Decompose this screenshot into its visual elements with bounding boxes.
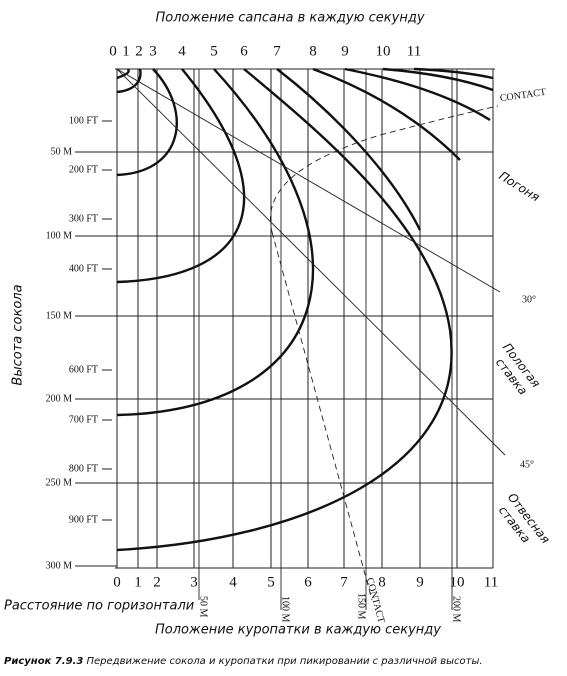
pursuit-line bbox=[276, 68, 422, 231]
ft-label: 600 FT bbox=[69, 364, 98, 375]
top-label: 6 bbox=[240, 43, 248, 59]
curve bbox=[116, 68, 246, 284]
x-label: 10 bbox=[450, 574, 465, 590]
top-label: 9 bbox=[341, 43, 349, 59]
grid bbox=[75, 68, 495, 610]
pursuit-label: Погоня bbox=[497, 169, 543, 205]
pursuit-line bbox=[312, 67, 461, 161]
ft-label: 900 FT bbox=[69, 514, 98, 525]
m-label: 250 M bbox=[46, 477, 73, 488]
x-label: 9 bbox=[416, 574, 424, 590]
line-30 bbox=[116, 68, 501, 293]
pursuit-line bbox=[382, 67, 494, 92]
v-m-label: 100 M bbox=[280, 596, 291, 623]
x-label: 5 bbox=[267, 574, 275, 590]
top-label: 8 bbox=[309, 43, 317, 59]
top-label: 11 bbox=[407, 43, 421, 59]
ft-label: 700 FT bbox=[69, 414, 98, 425]
x-label: 11 bbox=[484, 574, 498, 590]
m-label: 50 M bbox=[51, 146, 73, 157]
curve bbox=[116, 68, 178, 177]
x-axis-title: Расстояние по горизонтали bbox=[4, 599, 194, 614]
top-labels: 0 1 2 3 4 5 6 7 8 9 10 11 bbox=[109, 43, 421, 59]
caption: Рисунок 7.9.3 Передвижение сокола и куро… bbox=[4, 656, 483, 667]
vertical-m-labels: 50 M 100 M 150 M 200 M bbox=[198, 593, 462, 623]
top-label: 1 bbox=[122, 43, 130, 59]
x-label: 1 bbox=[134, 574, 142, 590]
annotations: CONTACT CONTACT Погоня Пологая ставка От… bbox=[364, 87, 553, 624]
m-label: 150 M bbox=[46, 310, 73, 321]
contact-label: CONTACT bbox=[499, 87, 547, 104]
m-labels: 50 M 100 M 150 M 200 M 250 M 300 M bbox=[46, 146, 73, 571]
v-m-label: 50 M bbox=[198, 596, 209, 618]
caption-text: Передвижение сокола и куропатки при пики… bbox=[87, 656, 483, 667]
top-label: 3 bbox=[149, 43, 157, 59]
curve bbox=[116, 68, 142, 94]
v-m-label: 150 M bbox=[356, 593, 367, 620]
x-label: 8 bbox=[378, 574, 386, 590]
pursuit-line bbox=[344, 67, 491, 122]
top-title: Положение сапсана в каждую секунду bbox=[155, 11, 424, 26]
line-45 bbox=[116, 68, 506, 456]
v-m-label: 200 M bbox=[451, 596, 462, 623]
contact-curve bbox=[270, 105, 499, 233]
bottom-title: Положение куропатки в каждую секунду bbox=[155, 623, 441, 638]
top-label: 0 bbox=[109, 43, 117, 59]
x-label: 0 bbox=[113, 574, 121, 590]
curve bbox=[116, 68, 453, 552]
ft-label: 300 FT bbox=[69, 213, 98, 224]
top-label: 5 bbox=[210, 43, 218, 59]
m-label: 200 M bbox=[46, 393, 73, 404]
y-axis-title: Высота сокола bbox=[11, 284, 26, 385]
angle-label: 30° bbox=[522, 294, 536, 305]
ft-label: 100 FT bbox=[69, 115, 98, 126]
top-label: 10 bbox=[376, 43, 391, 59]
x-label: 2 bbox=[153, 574, 161, 590]
top-label: 2 bbox=[135, 43, 143, 59]
top-label: 7 bbox=[273, 43, 281, 59]
caption-label: Рисунок 7.9.3 bbox=[4, 656, 83, 667]
trajectories bbox=[116, 67, 506, 601]
curve bbox=[116, 68, 314, 417]
x-label: 3 bbox=[190, 574, 198, 590]
x-label: 7 bbox=[340, 574, 348, 590]
ft-label: 200 FT bbox=[69, 164, 98, 175]
pursuit-line bbox=[413, 67, 494, 80]
contact-line bbox=[271, 231, 373, 601]
ft-labels: 100 FT 200 FT 300 FT 400 FT 600 FT 700 F… bbox=[69, 115, 98, 525]
curve bbox=[116, 68, 130, 80]
ft-label: 400 FT bbox=[69, 263, 98, 274]
x-labels: 0 1 2 3 4 5 6 7 8 9 10 11 bbox=[113, 574, 498, 590]
x-label: 4 bbox=[229, 574, 237, 590]
x-label: 6 bbox=[304, 574, 312, 590]
top-label: 4 bbox=[178, 43, 186, 59]
ft-label: 800 FT bbox=[69, 463, 98, 474]
angle-label: 45° bbox=[520, 459, 534, 470]
m-label: 300 M bbox=[46, 560, 73, 571]
m-label: 100 M bbox=[46, 230, 73, 241]
